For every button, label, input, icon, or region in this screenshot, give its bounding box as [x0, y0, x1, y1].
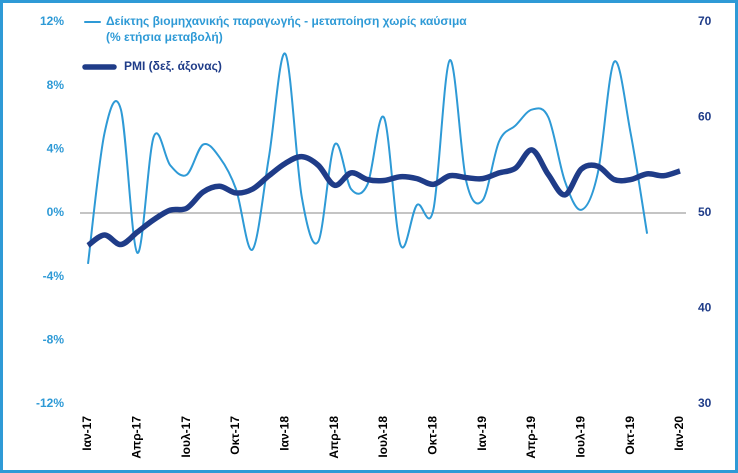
legend-unit: (% ετήσια μεταβολή) — [106, 30, 223, 44]
legend-label: PMI (δεξ. άξονας) — [124, 59, 222, 73]
x-tick-label: Οκτ-17 — [228, 416, 242, 455]
x-tick-label: Απρ-18 — [327, 416, 341, 459]
y-tick-label: -4% — [43, 269, 65, 283]
x-tick-label: Απρ-19 — [524, 416, 538, 459]
x-tick-label: Απρ-17 — [130, 416, 144, 459]
y-tick-label: 8% — [47, 78, 65, 92]
y2-tick-label: 70 — [698, 14, 712, 28]
y-tick-label: -8% — [43, 333, 65, 347]
x-tick-label: Ιαν-17 — [80, 416, 94, 451]
x-tick-label: Ιαν-18 — [278, 416, 292, 451]
x-tick-label: Ιαν-20 — [672, 416, 686, 451]
y2-tick-label: 40 — [698, 301, 712, 315]
legend-label: Δείκτης βιομηχανικής παραγωγής - μεταποί… — [106, 14, 467, 28]
x-tick-label: Ιουλ-18 — [376, 416, 390, 458]
y-tick-label: 12% — [40, 14, 64, 28]
x-tick-label: Οκτ-18 — [426, 416, 440, 455]
y-tick-label: 0% — [47, 205, 65, 219]
y-tick-label: 4% — [47, 142, 65, 156]
y2-tick-label: 60 — [698, 110, 712, 124]
series-line — [87, 52, 649, 265]
x-tick-label: Ιουλ-17 — [179, 416, 193, 458]
y-tick-label: -12% — [36, 396, 64, 410]
y2-tick-label: 50 — [698, 205, 712, 219]
x-tick-label: Οκτ-19 — [623, 416, 637, 455]
y2-tick-label: 30 — [698, 396, 712, 410]
series-line — [86, 147, 681, 248]
x-tick-label: Ιαν-19 — [475, 416, 489, 451]
x-tick-label: Ιουλ-19 — [574, 416, 588, 458]
